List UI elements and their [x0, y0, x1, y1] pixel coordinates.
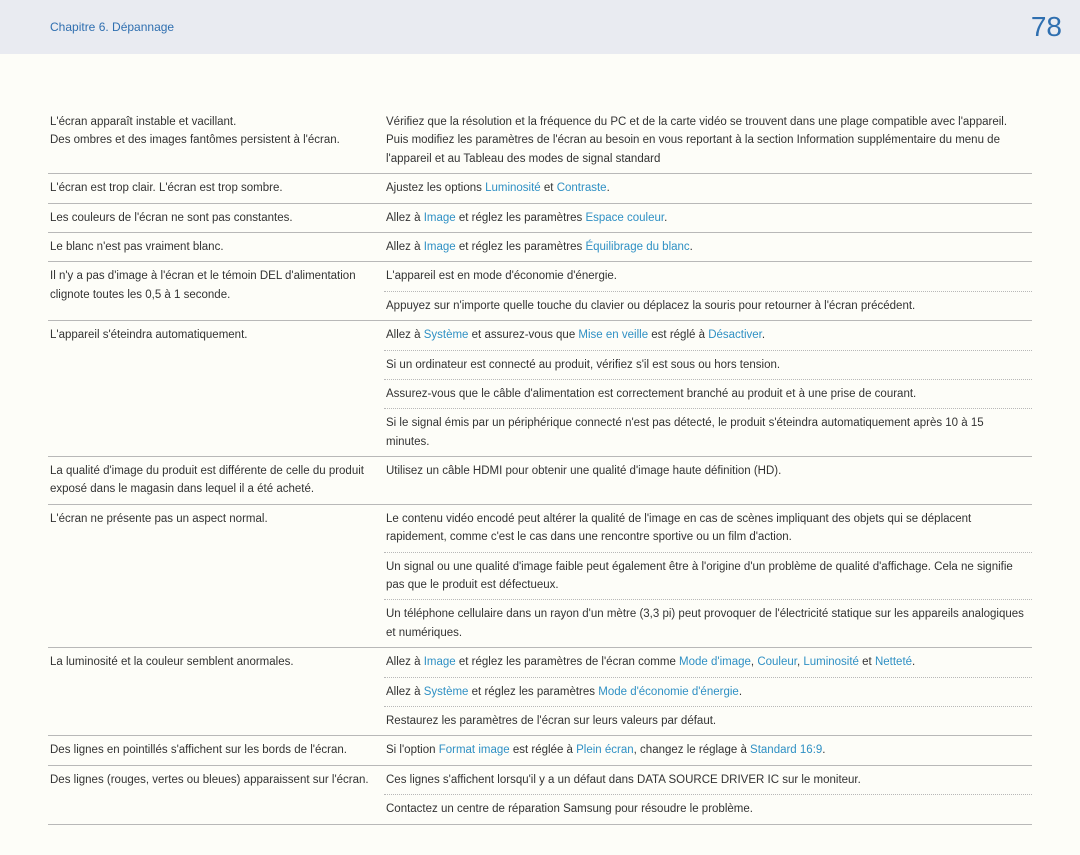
solution-cell: L'appareil est en mode d'économie d'éner…	[384, 262, 1032, 291]
keyword: Luminosité	[485, 182, 541, 194]
issue-cell: L'écran apparaît instable et vacillant. …	[48, 108, 384, 174]
solution-text: est réglé à	[648, 329, 708, 341]
keyword: Mode d'économie d'énergie	[598, 686, 739, 698]
solution-text: est réglée à	[510, 744, 576, 756]
solution-cell: Vérifiez que la résolution et la fréquen…	[384, 108, 1032, 174]
solution-text: et réglez les paramètres de l'écran comm…	[456, 656, 679, 668]
solution-text: et réglez les paramètres	[456, 241, 586, 253]
solution-text: Si l'option	[386, 744, 439, 756]
solution-text: .	[822, 744, 825, 756]
solution-cell: Un téléphone cellulaire dans un rayon d'…	[384, 600, 1032, 648]
table-row: L'écran est trop clair. L'écran est trop…	[48, 174, 1032, 203]
issue-cell: Le blanc n'est pas vraiment blanc.	[48, 232, 384, 261]
issue-cell: L'écran est trop clair. L'écran est trop…	[48, 174, 384, 203]
keyword: Système	[424, 686, 469, 698]
issue-cell: Des lignes en pointillés s'affichent sur…	[48, 736, 384, 765]
table-row: Des lignes (rouges, vertes ou bleues) ap…	[48, 765, 1032, 794]
solution-cell: Si un ordinateur est connecté au produit…	[384, 350, 1032, 379]
solution-text: Ajustez les options	[386, 182, 485, 194]
issue-cell: L'appareil s'éteindra automatiquement.	[48, 321, 384, 457]
table-row: Des lignes en pointillés s'affichent sur…	[48, 736, 1032, 765]
keyword: Équilibrage du blanc	[585, 241, 689, 253]
solution-cell: Restaurez les paramètres de l'écran sur …	[384, 706, 1032, 735]
solution-cell: Allez à Système et assurez-vous que Mise…	[384, 321, 1032, 350]
solution-text: Allez à	[386, 212, 424, 224]
solution-cell: Assurez-vous que le câble d'alimentation…	[384, 379, 1032, 408]
solution-text: .	[912, 656, 915, 668]
solution-text: .	[762, 329, 765, 341]
troubleshooting-table: L'écran apparaît instable et vacillant. …	[48, 108, 1032, 825]
issue-cell: Les couleurs de l'écran ne sont pas cons…	[48, 203, 384, 232]
solution-cell: Allez à Image et réglez les paramètres E…	[384, 203, 1032, 232]
keyword: Plein écran	[576, 744, 634, 756]
solution-cell: Utilisez un câble HDMI pour obtenir une …	[384, 457, 1032, 505]
solution-text: et	[859, 656, 875, 668]
table-row: Il n'y a pas d'image à l'écran et le tém…	[48, 262, 1032, 291]
solution-text: .	[607, 182, 610, 194]
page-number: 78	[1031, 11, 1062, 43]
solution-cell: Le contenu vidéo encodé peut altérer la …	[384, 504, 1032, 552]
keyword: Désactiver	[708, 329, 762, 341]
table-row: L'écran ne présente pas un aspect normal…	[48, 504, 1032, 552]
solution-cell: Ces lignes s'affichent lorsqu'il y a un …	[384, 765, 1032, 794]
keyword: Netteté	[875, 656, 912, 668]
table-row: Les couleurs de l'écran ne sont pas cons…	[48, 203, 1032, 232]
content-area: L'écran apparaît instable et vacillant. …	[0, 54, 1080, 855]
table-row: Le blanc n'est pas vraiment blanc. Allez…	[48, 232, 1032, 261]
solution-cell: Si l'option Format image est réglée à Pl…	[384, 736, 1032, 765]
solution-cell: Un signal ou une qualité d'image faible …	[384, 552, 1032, 600]
solution-text: .	[664, 212, 667, 224]
solution-text: , changez le réglage à	[634, 744, 750, 756]
solution-text: Allez à	[386, 329, 424, 341]
keyword: Luminosité	[803, 656, 859, 668]
issue-cell: La qualité d'image du produit est différ…	[48, 457, 384, 505]
issue-text: Des ombres et des images fantômes persis…	[50, 134, 340, 146]
page-header: Chapitre 6. Dépannage 78	[0, 0, 1080, 54]
table-row: La qualité d'image du produit est différ…	[48, 457, 1032, 505]
table-row: La luminosité et la couleur semblent ano…	[48, 648, 1032, 677]
solution-text: Allez à	[386, 241, 424, 253]
solution-cell: Contactez un centre de réparation Samsun…	[384, 795, 1032, 824]
solution-text: Allez à	[386, 686, 424, 698]
keyword: Espace couleur	[585, 212, 664, 224]
keyword: Image	[424, 212, 456, 224]
issue-cell: Des lignes (rouges, vertes ou bleues) ap…	[48, 765, 384, 824]
solution-text: et	[541, 182, 557, 194]
table-row: L'écran apparaît instable et vacillant. …	[48, 108, 1032, 174]
solution-text: .	[739, 686, 742, 698]
keyword: Système	[424, 329, 469, 341]
solution-cell: Ajustez les options Luminosité et Contra…	[384, 174, 1032, 203]
solution-text: et réglez les paramètres	[468, 686, 598, 698]
issue-cell: Il n'y a pas d'image à l'écran et le tém…	[48, 262, 384, 321]
keyword: Mise en veille	[578, 329, 648, 341]
keyword: Couleur	[757, 656, 797, 668]
solution-cell: Allez à Image et réglez les paramètres É…	[384, 232, 1032, 261]
issue-cell: La luminosité et la couleur semblent ano…	[48, 648, 384, 736]
solution-text: et réglez les paramètres	[456, 212, 586, 224]
table-row: L'appareil s'éteindra automatiquement. A…	[48, 321, 1032, 350]
solution-text: .	[690, 241, 693, 253]
solution-cell: Allez à Image et réglez les paramètres d…	[384, 648, 1032, 677]
keyword: Mode d'image	[679, 656, 751, 668]
keyword: Contraste	[557, 182, 607, 194]
keyword: Format image	[439, 744, 510, 756]
keyword: Image	[424, 241, 456, 253]
issue-cell: L'écran ne présente pas un aspect normal…	[48, 504, 384, 647]
issue-text: L'écran apparaît instable et vacillant.	[50, 116, 236, 128]
keyword: Image	[424, 656, 456, 668]
chapter-label: Chapitre 6. Dépannage	[50, 20, 174, 34]
solution-cell: Appuyez sur n'importe quelle touche du c…	[384, 291, 1032, 320]
solution-text: Allez à	[386, 656, 424, 668]
solution-cell: Si le signal émis par un périphérique co…	[384, 409, 1032, 457]
solution-text: et assurez-vous que	[468, 329, 578, 341]
keyword: Standard 16:9	[750, 744, 822, 756]
solution-cell: Allez à Système et réglez les paramètres…	[384, 677, 1032, 706]
